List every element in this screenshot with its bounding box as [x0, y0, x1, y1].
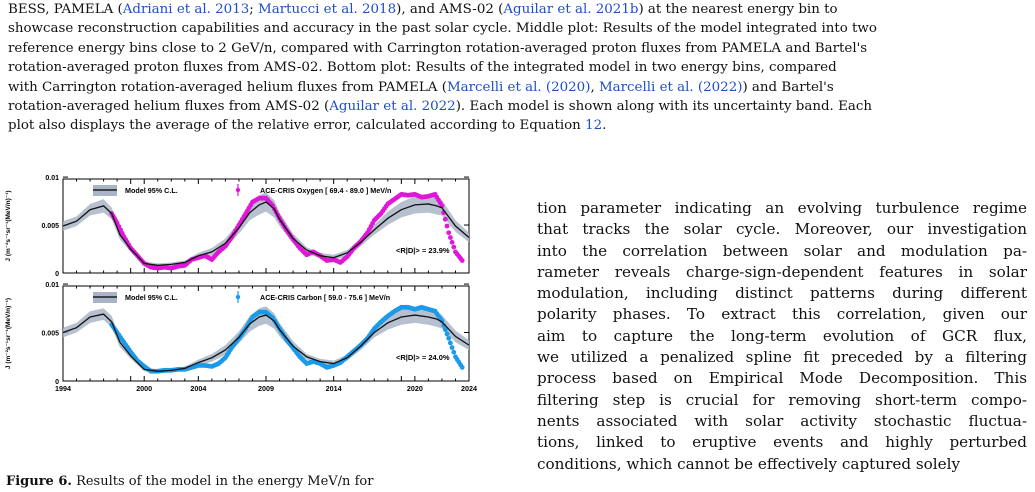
y-tick-label: 0 — [55, 379, 59, 386]
caption-text: ). Each model is shown along with its un… — [455, 99, 872, 115]
citation-link[interactable]: Marcelli et al. (2020) — [446, 79, 591, 95]
y-tick-label: 0.005 — [41, 331, 59, 338]
body-text-line: rameter reveals charge-sign-dependent fe… — [537, 262, 1027, 281]
caption-text: . — [602, 118, 607, 134]
model-line — [62, 201, 470, 266]
x-tick-label: 2020 — [407, 384, 423, 393]
data-point — [444, 223, 450, 229]
data-point — [444, 331, 450, 337]
citation-link[interactable]: Martucci et al. 2018 — [258, 2, 397, 17]
caption-line: rotation-averaged helium fluxes from AMS… — [8, 97, 1026, 116]
relative-error-stat: <R|D|> = 23.9% — [396, 246, 450, 255]
data-point — [459, 365, 465, 370]
y-tick-label: 0.01 — [45, 282, 59, 289]
caption-text: ), and AMS-02 ( — [396, 2, 504, 17]
data-point — [459, 258, 465, 263]
legend-data-label: ACE-CRIS Carbon [ 59.0 - 75.6 ] MeV/n — [260, 293, 390, 302]
x-tick-label: 2000 — [136, 384, 152, 393]
caption-text: rotation-averaged helium fluxes from AMS… — [8, 99, 330, 115]
data-point — [446, 335, 452, 341]
data-point — [442, 327, 448, 333]
x-tick-label: 2014 — [326, 384, 342, 393]
legend-model-label: Model 95% C.L. — [125, 293, 178, 302]
citation-link[interactable]: 12 — [585, 118, 603, 134]
body-text-line: conditions, which cannot be effectively … — [537, 454, 961, 473]
legend-model-label: Model 95% C.L. — [125, 186, 178, 195]
x-tick-label: 1994 — [55, 384, 71, 393]
caption-text: BESS, PAMELA ( — [8, 2, 123, 17]
caption-line: plot also displays the average of the re… — [8, 116, 1026, 135]
body-text-line: filtering step is crucial for removing s… — [537, 390, 1027, 409]
body-text-line: nents associated with solar activity sto… — [537, 411, 1027, 430]
data-point — [451, 244, 457, 250]
data-point — [447, 235, 453, 240]
data-point — [439, 318, 445, 324]
x-tick-label: 2004 — [190, 384, 206, 393]
caption-line: rotation-averaged proton fluxes from AMS… — [8, 58, 1026, 77]
citation-link[interactable]: Marcelli et al. (2022) — [598, 79, 743, 95]
figure-6-caption: Figure 6. Results of the model in the en… — [6, 474, 373, 489]
relative-error-stat: <R|D|> = 24.0% — [396, 353, 450, 362]
body-text-line: that tracks the solar cycle. Moreover, o… — [537, 220, 1027, 239]
caption-text: rotation-averaged proton fluxes from AMS… — [8, 60, 837, 76]
figure-panels: 0 0.005 0.01 J (m⁻²s⁻¹sr⁻¹(MeV/n)⁻¹) Model 9… — [5, 175, 477, 393]
data-point — [442, 216, 448, 222]
body-text-line: modulation, including distinct patterns … — [537, 284, 1027, 303]
legend-data-marker — [235, 187, 241, 193]
model-uncertainty-band — [63, 192, 469, 268]
body-text-line: aim to capture the long-term evolution o… — [537, 326, 1027, 345]
data-point — [451, 349, 457, 355]
body-text-line: process based on Empirical Mode Decompos… — [537, 369, 1027, 388]
x-tick-label: 2024 — [461, 384, 477, 393]
citation-link[interactable]: Adriani et al. 2013 — [122, 2, 250, 17]
caption-line: with Carrington rotation-averaged helium… — [8, 78, 1026, 97]
body-text-line: we utilized a penalized spline fit prece… — [537, 348, 1027, 367]
data-point — [449, 345, 455, 350]
caption-text: showcase reconstruction capabilities and… — [8, 21, 877, 37]
x-tick-label: 2009 — [258, 384, 274, 393]
data-point — [449, 239, 455, 245]
figure-caption-continued: BESS, PAMELA (Adriani et al. 2013; Martu… — [8, 0, 1026, 136]
figure-caption-text: Results of the model in the energy MeV/n… — [71, 474, 374, 489]
y-tick-label: 0.01 — [45, 175, 59, 182]
y-tick-label: 0.005 — [41, 223, 59, 230]
body-text-column: tion parameter indicating an evolving tu… — [537, 198, 1027, 475]
caption-line: showcase reconstruction capabilities and… — [8, 19, 1026, 38]
caption-text: ; — [249, 2, 259, 17]
data-point — [447, 340, 453, 346]
y-axis-label: J (m⁻²s⁻¹sr⁻¹(MeV/n)⁻¹) — [5, 190, 12, 261]
legend-data-label: ACE-CRIS Oxygen [ 69.4 - 89.0 ] MeV/n — [260, 186, 391, 195]
data-point — [446, 230, 452, 236]
caption-text: reference energy bins close to 2 GeV/n, … — [8, 40, 868, 56]
caption-text: , — [590, 79, 599, 95]
y-tick-label: 0 — [55, 271, 59, 278]
citation-link[interactable]: Aguilar et al. 2022 — [329, 99, 456, 115]
caption-line: reference energy bins close to 2 GeV/n, … — [8, 39, 1026, 58]
caption-text: with Carrington rotation-averaged helium… — [8, 79, 447, 95]
body-text-line: polarity phases. To extract this correla… — [537, 305, 1027, 324]
body-text-line: tions, linked to eruptive events and hig… — [537, 433, 1027, 452]
y-axis-label: J (m⁻²s⁻¹sr⁻¹(MeV/n)⁻¹) — [5, 298, 12, 369]
caption-line: BESS, PAMELA (Adriani et al. 2013; Martu… — [8, 0, 1026, 19]
citation-link[interactable]: Aguilar et al. 2021b — [503, 2, 639, 17]
model-uncertainty-band — [63, 306, 469, 374]
caption-text: ) and Bartel's — [742, 79, 834, 95]
body-text-line: into the correlation between solar and m… — [537, 241, 1027, 260]
model-line — [62, 313, 470, 372]
body-text-line: tion parameter indicating an evolving tu… — [537, 199, 1027, 217]
caption-text: ) at the nearest energy bin to — [638, 2, 838, 17]
caption-text: plot also displays the average of the re… — [8, 118, 586, 134]
legend-data-marker — [235, 294, 241, 300]
figure-label: Figure 6. — [6, 474, 72, 489]
